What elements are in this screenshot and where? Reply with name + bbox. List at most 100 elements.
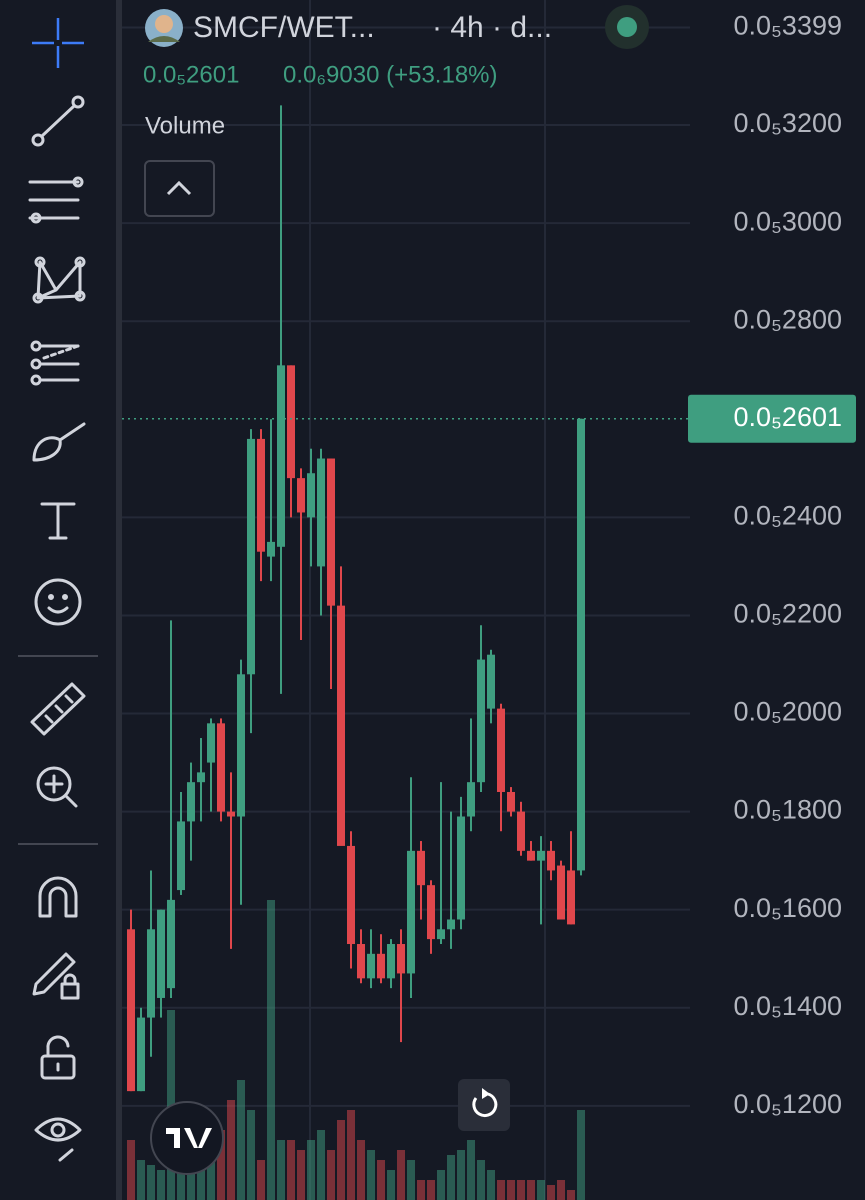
price-change: 0.0₆9030 (+53.18%)	[283, 61, 498, 88]
candle-body	[337, 605, 345, 846]
candle-body	[527, 850, 535, 861]
candle-body	[157, 909, 165, 998]
emoji-tool[interactable]	[34, 578, 82, 626]
interval[interactable]: · 4h · d...	[432, 11, 552, 44]
candle-body	[307, 473, 315, 518]
candle-body	[197, 772, 205, 783]
reset-icon	[472, 1092, 498, 1118]
volume-label: Volume	[145, 112, 225, 139]
candle-body	[267, 541, 275, 557]
candle-body	[247, 438, 255, 675]
volume-bar	[527, 1180, 535, 1200]
volume-bar	[447, 1155, 455, 1200]
ruler-tool[interactable]	[30, 682, 86, 736]
volume-bar	[327, 1150, 335, 1200]
reset-arrow	[482, 1088, 490, 1099]
candle-body	[277, 365, 285, 547]
grid	[122, 26, 690, 1107]
candle-body	[147, 929, 155, 1018]
last-price-label: 0.0₅2601	[734, 402, 842, 432]
avatar-body	[148, 36, 180, 42]
volume-bar	[567, 1190, 575, 1200]
status-dot	[617, 17, 637, 37]
candle-body	[187, 782, 195, 822]
candle-body	[177, 821, 185, 891]
candle-body	[227, 811, 235, 817]
visibility-tool[interactable]	[34, 1117, 82, 1162]
brush-tool[interactable]	[32, 422, 86, 462]
logo-button[interactable]	[150, 1101, 224, 1175]
collapse-button[interactable]	[144, 160, 215, 217]
volume-bar	[317, 1130, 325, 1200]
volume-bar	[417, 1180, 425, 1200]
y-tick-label: 0.0₅3000	[734, 206, 842, 236]
volume-bar	[337, 1120, 345, 1200]
logo	[166, 1128, 212, 1148]
y-tick-label: 0.0₅3399	[734, 11, 842, 41]
candle-body	[137, 1017, 145, 1092]
candle-body	[417, 850, 425, 886]
volume-bar	[357, 1140, 365, 1200]
zoom-tool[interactable]	[36, 766, 78, 808]
y-tick-label: 0.0₅2800	[734, 304, 842, 334]
candle-body	[427, 885, 435, 940]
volume-bar	[247, 1110, 255, 1200]
crosshair-tool[interactable]	[32, 18, 84, 68]
candle-body	[437, 929, 445, 940]
volume-bar	[367, 1150, 375, 1200]
lock-tool[interactable]	[40, 1035, 76, 1080]
volume-bar	[127, 1140, 135, 1200]
candle-body	[257, 438, 265, 552]
text-tool[interactable]	[40, 502, 76, 540]
toolbar-divider	[116, 0, 122, 1200]
volume-bar	[157, 1170, 165, 1200]
volume-bar	[407, 1160, 415, 1200]
volume-bar	[537, 1180, 545, 1200]
symbol[interactable]: SMCF/WET...	[193, 11, 375, 44]
volume-bar	[137, 1160, 145, 1200]
volume-bar	[427, 1180, 435, 1200]
trendline-tool[interactable]	[31, 95, 85, 147]
volume-bar	[147, 1165, 155, 1200]
last-price: 0.0₅2601	[143, 61, 239, 88]
volume-bar	[487, 1170, 495, 1200]
price-axis: 0.0₅3399 0.0₅3200 0.0₅3000 0.0₅2800 0.0₅2400…	[688, 11, 856, 1119]
volume-bar	[437, 1170, 445, 1200]
reset-button[interactable]	[458, 1079, 510, 1131]
candle-body	[367, 953, 375, 979]
y-tick-label: 0.0₅1800	[734, 795, 842, 825]
candle-body	[447, 919, 455, 930]
y-tick-label: 0.0₅3200	[734, 108, 842, 138]
volume-bar	[217, 1130, 225, 1200]
candle-body	[457, 816, 465, 920]
pattern-tool[interactable]	[32, 256, 86, 304]
y-tick-label: 0.0₅2000	[734, 697, 842, 727]
chevron-up	[166, 180, 192, 196]
magnet-tool[interactable]	[38, 876, 78, 918]
candle-body	[297, 478, 305, 513]
volume-bar	[387, 1170, 395, 1200]
candle-body	[477, 659, 485, 783]
lock-drawings-tool[interactable]	[32, 952, 80, 1000]
candles	[122, 105, 690, 1092]
candle-body	[467, 782, 475, 817]
candle-body	[487, 654, 495, 709]
candle-body	[577, 418, 585, 871]
volume-bar	[257, 1160, 265, 1200]
fib-tool[interactable]	[28, 176, 84, 224]
volume-bar	[297, 1150, 305, 1200]
volume-bar	[237, 1080, 245, 1200]
avatar-face	[155, 15, 173, 33]
header: SMCF/WET... · 4h · d... 0.0₅2601 0.0₆903…	[143, 5, 649, 217]
forecast-tool[interactable]	[30, 340, 80, 386]
volume-bar	[517, 1180, 525, 1200]
candle-body	[317, 458, 325, 567]
candle-body	[207, 723, 215, 763]
volume-bar	[227, 1100, 235, 1200]
candle-body	[167, 899, 175, 989]
volume-bar	[207, 1140, 215, 1200]
candle-body	[547, 850, 555, 871]
volume-bar	[507, 1180, 515, 1200]
candle-body	[217, 723, 225, 812]
